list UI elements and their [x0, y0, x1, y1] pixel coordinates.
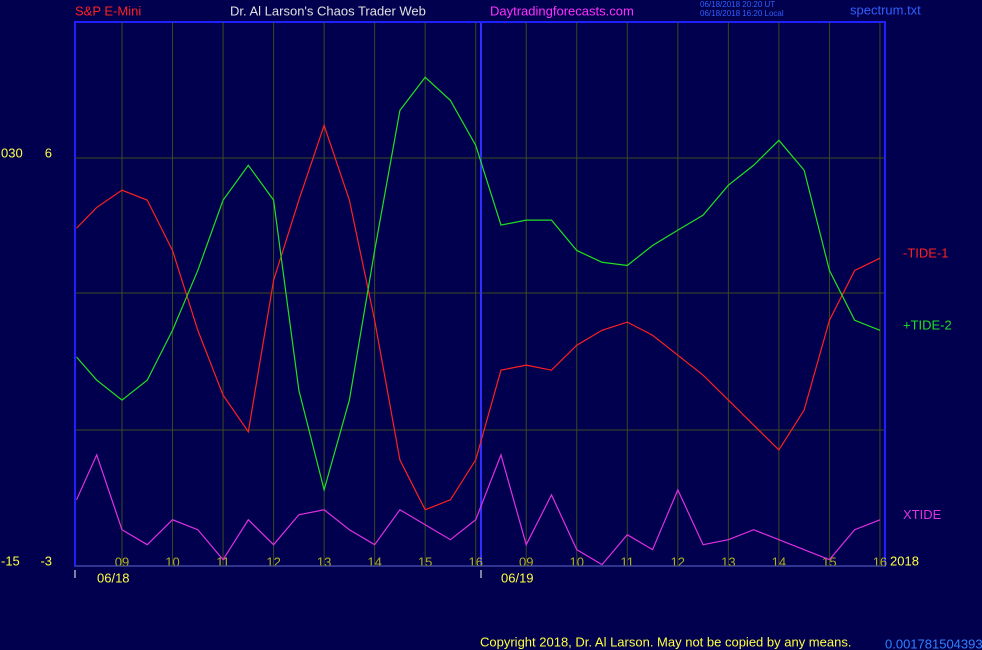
y-tick-label: 6 [45, 145, 52, 160]
x-tick-label: 12 [266, 554, 280, 569]
x-tick-label: 09 [115, 554, 129, 569]
footer: Copyright 2018, Dr. Al Larson. May not b… [480, 634, 851, 649]
x-tick-label: 10 [570, 554, 584, 569]
x-tick-label: 13 [721, 554, 735, 569]
x-tick-label: 13 [317, 554, 331, 569]
y-tick-label: -3 [40, 553, 52, 568]
year-label: 2018 [890, 553, 919, 568]
series-line [76, 123, 881, 511]
x-tick-label: 14 [772, 554, 786, 569]
x-tick-label: 16 [468, 554, 482, 569]
header-site: Daytradingforecasts.com [490, 3, 634, 18]
x-tick-label: 09 [519, 554, 533, 569]
x-tick-label: 16 [873, 554, 887, 569]
header-symbol: S&P E-Mini [75, 3, 141, 18]
x-tick-label: 11 [621, 554, 635, 569]
header-title: Dr. Al Larson's Chaos Trader Web [230, 3, 426, 18]
y2-tick-label: -15 [1, 553, 20, 568]
timestamp: 06/18/2018 16:20 Local [700, 9, 784, 18]
legend-label: -TIDE-1 [903, 246, 949, 261]
legend-label: XTIDE [903, 507, 942, 522]
y2-tick-label: 030 [1, 145, 23, 160]
file-name: spectrum.txt [850, 2, 921, 17]
legend-label: +TIDE-2 [903, 318, 952, 333]
footer-value: 0.0017815043931 [885, 636, 982, 650]
x-tick-label: 14 [367, 554, 381, 569]
x-tick-label: 10 [165, 554, 179, 569]
x-tick-label: 12 [671, 554, 685, 569]
timestamp: 06/18/2018 20:20 UT [700, 0, 775, 9]
series-line [75, 453, 881, 566]
x-tick-label: 15 [822, 554, 836, 569]
series-line [76, 76, 881, 493]
day-label: 06/19 [501, 570, 534, 585]
x-tick-label: 15 [418, 554, 432, 569]
x-tick-label: 11 [216, 554, 230, 569]
day-label: 06/18 [97, 570, 130, 585]
